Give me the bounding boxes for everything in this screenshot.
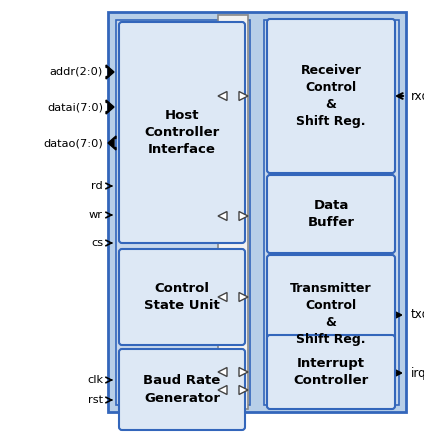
FancyBboxPatch shape — [119, 249, 245, 345]
Bar — [218, 15, 248, 409]
Text: datao(7:0): datao(7:0) — [43, 138, 103, 148]
Text: cs: cs — [91, 238, 103, 248]
Bar — [264, 20, 399, 405]
Polygon shape — [239, 385, 248, 395]
Polygon shape — [239, 92, 248, 100]
Text: rst: rst — [88, 395, 103, 405]
FancyBboxPatch shape — [267, 335, 395, 409]
Text: addr(2:0): addr(2:0) — [50, 67, 103, 77]
FancyBboxPatch shape — [267, 175, 395, 253]
FancyArrow shape — [106, 100, 114, 114]
Polygon shape — [218, 385, 227, 395]
Text: rxd: rxd — [411, 89, 424, 103]
Text: Control
State Unit: Control State Unit — [144, 282, 220, 312]
Polygon shape — [218, 92, 227, 100]
Text: Interrupt
Controller: Interrupt Controller — [293, 357, 368, 387]
Text: rd: rd — [91, 181, 103, 191]
Polygon shape — [239, 212, 248, 220]
Bar — [116, 20, 250, 405]
Polygon shape — [239, 367, 248, 377]
Text: Baud Rate
Generator: Baud Rate Generator — [143, 374, 220, 404]
Text: Data
Buffer: Data Buffer — [307, 199, 354, 229]
Polygon shape — [239, 293, 248, 301]
Polygon shape — [218, 293, 227, 301]
FancyArrow shape — [108, 136, 116, 150]
Text: irq: irq — [411, 367, 424, 379]
Text: clk: clk — [87, 375, 103, 385]
Text: datai(7:0): datai(7:0) — [47, 102, 103, 112]
FancyBboxPatch shape — [119, 349, 245, 430]
Text: Transmitter
Control
&
Shift Reg.: Transmitter Control & Shift Reg. — [290, 282, 372, 346]
FancyBboxPatch shape — [267, 255, 395, 373]
FancyBboxPatch shape — [119, 22, 245, 243]
Bar — [108, 12, 406, 412]
FancyArrow shape — [106, 65, 114, 79]
Text: Receiver
Control
&
Shift Reg.: Receiver Control & Shift Reg. — [296, 64, 366, 128]
Text: txd: txd — [411, 308, 424, 322]
Polygon shape — [218, 367, 227, 377]
FancyBboxPatch shape — [267, 19, 395, 173]
Text: Host
Controller
Interface: Host Controller Interface — [145, 109, 220, 156]
Polygon shape — [218, 212, 227, 220]
Text: wr: wr — [89, 210, 103, 220]
